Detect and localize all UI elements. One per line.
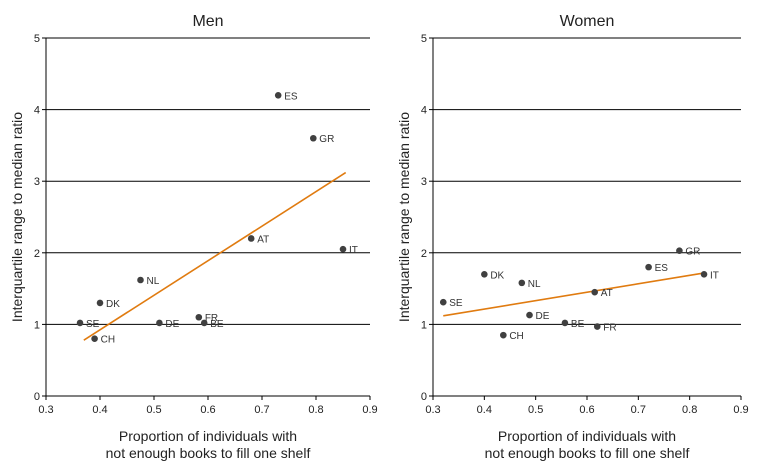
data-point-gr [310,134,317,142]
point-label-gr: GR [685,247,700,258]
trend-line [83,171,347,341]
y-tick-label: 5 [34,33,40,45]
point-label-nl: NL [528,279,541,290]
y-tick-label: 0 [421,391,427,403]
point-label-ch: CH [101,335,115,346]
point-label-ch: CH [509,331,523,342]
data-point-fr [593,323,601,330]
point-label-de: DE [165,319,179,330]
x-tick-label: 0.8 [682,404,697,416]
data-point-ch [91,335,98,343]
point-label-de: DE [536,311,550,322]
y-tick-label: 2 [421,248,427,260]
point-label-be: BE [571,319,585,330]
y-tick-label: 4 [421,105,427,117]
point-label-it: IT [349,245,358,256]
data-point-it [700,270,708,278]
y-axis-label: Interquartile range to median ratio [396,112,412,322]
point-label-es: ES [284,91,298,102]
x-tick-label: 0.8 [308,404,323,416]
y-tick-label: 2 [34,248,40,260]
x-axis-label: Proportion of individuals with [498,428,676,444]
data-point-it [339,245,347,253]
data-point-ch [500,331,507,339]
point-label-nl: NL [147,276,160,287]
point-label-se: SE [449,298,463,309]
point-label-fr: FR [603,323,616,334]
x-tick-label: 0.7 [631,404,646,416]
y-tick-label: 0 [34,391,40,403]
data-point-de [526,311,533,319]
x-tick-label: 0.3 [425,404,440,416]
point-label-se: SE [86,319,100,330]
point-label-gr: GR [319,134,334,145]
point-label-be: BE [210,319,224,330]
point-label-dk: DK [106,299,120,310]
chart-title: Women [560,13,615,30]
point-label-at: AT [601,288,613,299]
data-point-se [76,319,84,327]
data-point-be [200,319,208,327]
y-tick-label: 3 [421,176,427,188]
x-tick-label: 0.5 [146,404,161,416]
y-tick-label: 5 [421,33,427,45]
x-tick-label: 0.5 [528,404,543,416]
x-tick-label: 0.4 [92,404,107,416]
point-label-it: IT [710,270,719,281]
y-tick-label: 1 [34,319,40,331]
data-point-nl [518,279,526,287]
data-point-se [439,298,447,306]
data-point-fr [195,313,203,321]
x-tick-label: 0.7 [254,404,269,416]
chart-panel-1: Women 0 1 2 3 4 5 0.3 0.4 0.5 0.6 0.7 0.8 0.9 Interqua… [396,13,749,461]
data-point-nl [137,276,144,284]
point-label-es: ES [655,263,669,274]
y-tick-label: 4 [34,105,40,117]
x-axis-label: not enough books to fill one shelf [106,445,311,461]
x-tick-label: 0.9 [362,404,377,416]
data-point-es [645,263,652,271]
data-point-dk [96,299,104,307]
data-point-de [156,319,163,327]
chart-title: Men [192,13,223,30]
x-tick-label: 0.4 [477,404,492,416]
data-point-gr [676,247,683,254]
x-tick-label: 0.6 [200,404,215,416]
data-point-at [247,235,255,242]
point-label-dk: DK [490,270,504,281]
x-axis-label: Proportion of individuals with [119,428,297,444]
data-point-be [561,319,569,327]
point-label-fr: FR [205,313,218,324]
x-tick-label: 0.3 [38,404,53,416]
data-point-es [274,91,282,99]
x-tick-label: 0.6 [579,404,594,416]
y-axis-label: Interquartile range to median ratio [9,112,25,322]
data-point-dk [481,270,488,278]
trend-line [443,272,706,317]
point-label-at: AT [257,234,269,245]
x-axis-label: not enough books to fill one shelf [485,445,690,461]
x-tick-label: 0.9 [733,404,748,416]
y-tick-label: 1 [421,319,427,331]
chart-panel-0: Men 0 1 2 3 4 5 0.3 0.4 0.5 0.6 0.7 0.8 0.9 Interquart… [9,13,378,461]
y-tick-label: 3 [34,176,40,188]
data-point-at [591,288,598,296]
